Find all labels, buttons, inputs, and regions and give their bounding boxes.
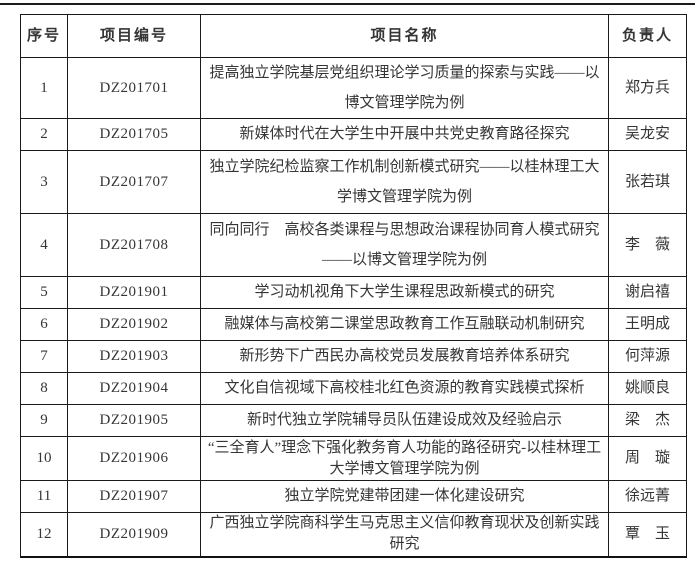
row-no-cell: 1 (20, 57, 68, 119)
row-code-cell: DZ201905 (67, 404, 201, 437)
table-row: 8 DZ201904 文化自信视域下高校桂北红色资源的教育实践模式探析 姚顺良 (20, 372, 687, 405)
row-code-cell: DZ201901 (67, 276, 201, 309)
row-leader-cell: 王明成 (608, 308, 687, 341)
table-row: 4 DZ201708 同向同行 高校各类课程与思想政治课程协同育人模式研究——以… (20, 213, 687, 277)
row-code-cell: DZ201903 (67, 340, 201, 373)
table-row: 3 DZ201707 独立学院纪检监察工作机制创新模式研究——以桂林理工大学博文… (20, 150, 687, 214)
table-row: 12 DZ201909 广西独立学院商科学生马克思主义信仰教育现状及创新实践研究… (20, 512, 687, 557)
row-code-cell: DZ201906 (67, 436, 201, 481)
column-header-code: 项目编号 (67, 14, 201, 58)
row-title-cell: 新时代独立学院辅导员队伍建设成效及经验启示 (200, 404, 609, 437)
row-title-cell: 文化自信视域下高校桂北红色资源的教育实践模式探析 (200, 372, 609, 405)
column-header-leader: 负责人 (608, 14, 687, 58)
table-row: 6 DZ201902 融媒体与高校第二课堂思政教育工作互融联动机制研究 王明成 (20, 308, 687, 341)
row-no-cell: 9 (20, 404, 68, 437)
row-title-cell: 学习动机视角下大学生课程思政新模式的研究 (200, 276, 609, 309)
table-row: 5 DZ201901 学习动机视角下大学生课程思政新模式的研究 谢启禧 (20, 276, 687, 309)
row-leader-cell: 李 薇 (608, 213, 687, 277)
column-header-title: 项目名称 (200, 14, 609, 58)
row-leader-cell: 周 璇 (608, 436, 687, 481)
table-row: 10 DZ201906 “三全育人”理念下强化教务育人功能的路径研究-以桂林理工… (20, 436, 687, 481)
row-title-cell: 融媒体与高校第二课堂思政教育工作互融联动机制研究 (200, 308, 609, 341)
row-title-cell: 新媒体时代在大学生中开展中共党史教育路径探究 (200, 118, 609, 151)
table-row: 9 DZ201905 新时代独立学院辅导员队伍建设成效及经验启示 梁 杰 (20, 404, 687, 437)
table-row: 1 DZ201701 提高独立学院基层党组织理论学习质量的探索与实践——以博文管… (20, 57, 687, 119)
row-code-cell: DZ201708 (67, 213, 201, 277)
row-no-cell: 4 (20, 213, 68, 277)
table-row: 7 DZ201903 新形势下广西民办高校党员发展教育培养体系研究 何萍源 (20, 340, 687, 373)
row-leader-cell: 覃 玉 (608, 512, 687, 557)
row-code-cell: DZ201909 (67, 512, 201, 557)
table-row: 11 DZ201907 独立学院党建带团建一体化建设研究 徐远菁 (20, 480, 687, 513)
row-no-cell: 11 (20, 480, 68, 513)
row-code-cell: DZ201904 (67, 372, 201, 405)
row-title-cell: 同向同行 高校各类课程与思想政治课程协同育人模式研究——以博文管理学院为例 (200, 213, 609, 277)
row-code-cell: DZ201902 (67, 308, 201, 341)
row-leader-cell: 张若琪 (608, 150, 687, 214)
row-no-cell: 2 (20, 118, 68, 151)
row-leader-cell: 梁 杰 (608, 404, 687, 437)
row-title-cell: 独立学院党建带团建一体化建设研究 (200, 480, 609, 513)
row-no-cell: 8 (20, 372, 68, 405)
row-leader-cell: 何萍源 (608, 340, 687, 373)
row-code-cell: DZ201707 (67, 150, 201, 214)
row-leader-cell: 姚顺良 (608, 372, 687, 405)
row-leader-cell: 徐远菁 (608, 480, 687, 513)
row-leader-cell: 谢启禧 (608, 276, 687, 309)
row-title-cell: 提高独立学院基层党组织理论学习质量的探索与实践——以博文管理学院为例 (200, 57, 609, 119)
table-row: 2 DZ201705 新媒体时代在大学生中开展中共党史教育路径探究 吴龙安 (20, 118, 687, 151)
row-code-cell: DZ201705 (67, 118, 201, 151)
column-header-no: 序号 (20, 14, 68, 58)
project-list-table: 序号 项目编号 项目名称 负责人 1 DZ201701 提高独立学院基层党组织理… (20, 14, 687, 558)
row-no-cell: 3 (20, 150, 68, 214)
row-title-cell: “三全育人”理念下强化教务育人功能的路径研究-以桂林理工大学博文管理学院为例 (200, 436, 609, 481)
row-no-cell: 10 (20, 436, 68, 481)
row-no-cell: 12 (20, 512, 68, 557)
row-title-cell: 独立学院纪检监察工作机制创新模式研究——以桂林理工大学博文管理学院为例 (200, 150, 609, 214)
row-leader-cell: 吴龙安 (608, 118, 687, 151)
top-horizontal-rule (0, 3, 695, 5)
row-no-cell: 6 (20, 308, 68, 341)
row-no-cell: 5 (20, 276, 68, 309)
row-no-cell: 7 (20, 340, 68, 373)
table-header-row: 序号 项目编号 项目名称 负责人 (20, 14, 687, 58)
row-code-cell: DZ201907 (67, 480, 201, 513)
row-title-cell: 新形势下广西民办高校党员发展教育培养体系研究 (200, 340, 609, 373)
row-title-cell: 广西独立学院商科学生马克思主义信仰教育现状及创新实践研究 (200, 512, 609, 557)
row-leader-cell: 郑方兵 (608, 57, 687, 119)
row-code-cell: DZ201701 (67, 57, 201, 119)
